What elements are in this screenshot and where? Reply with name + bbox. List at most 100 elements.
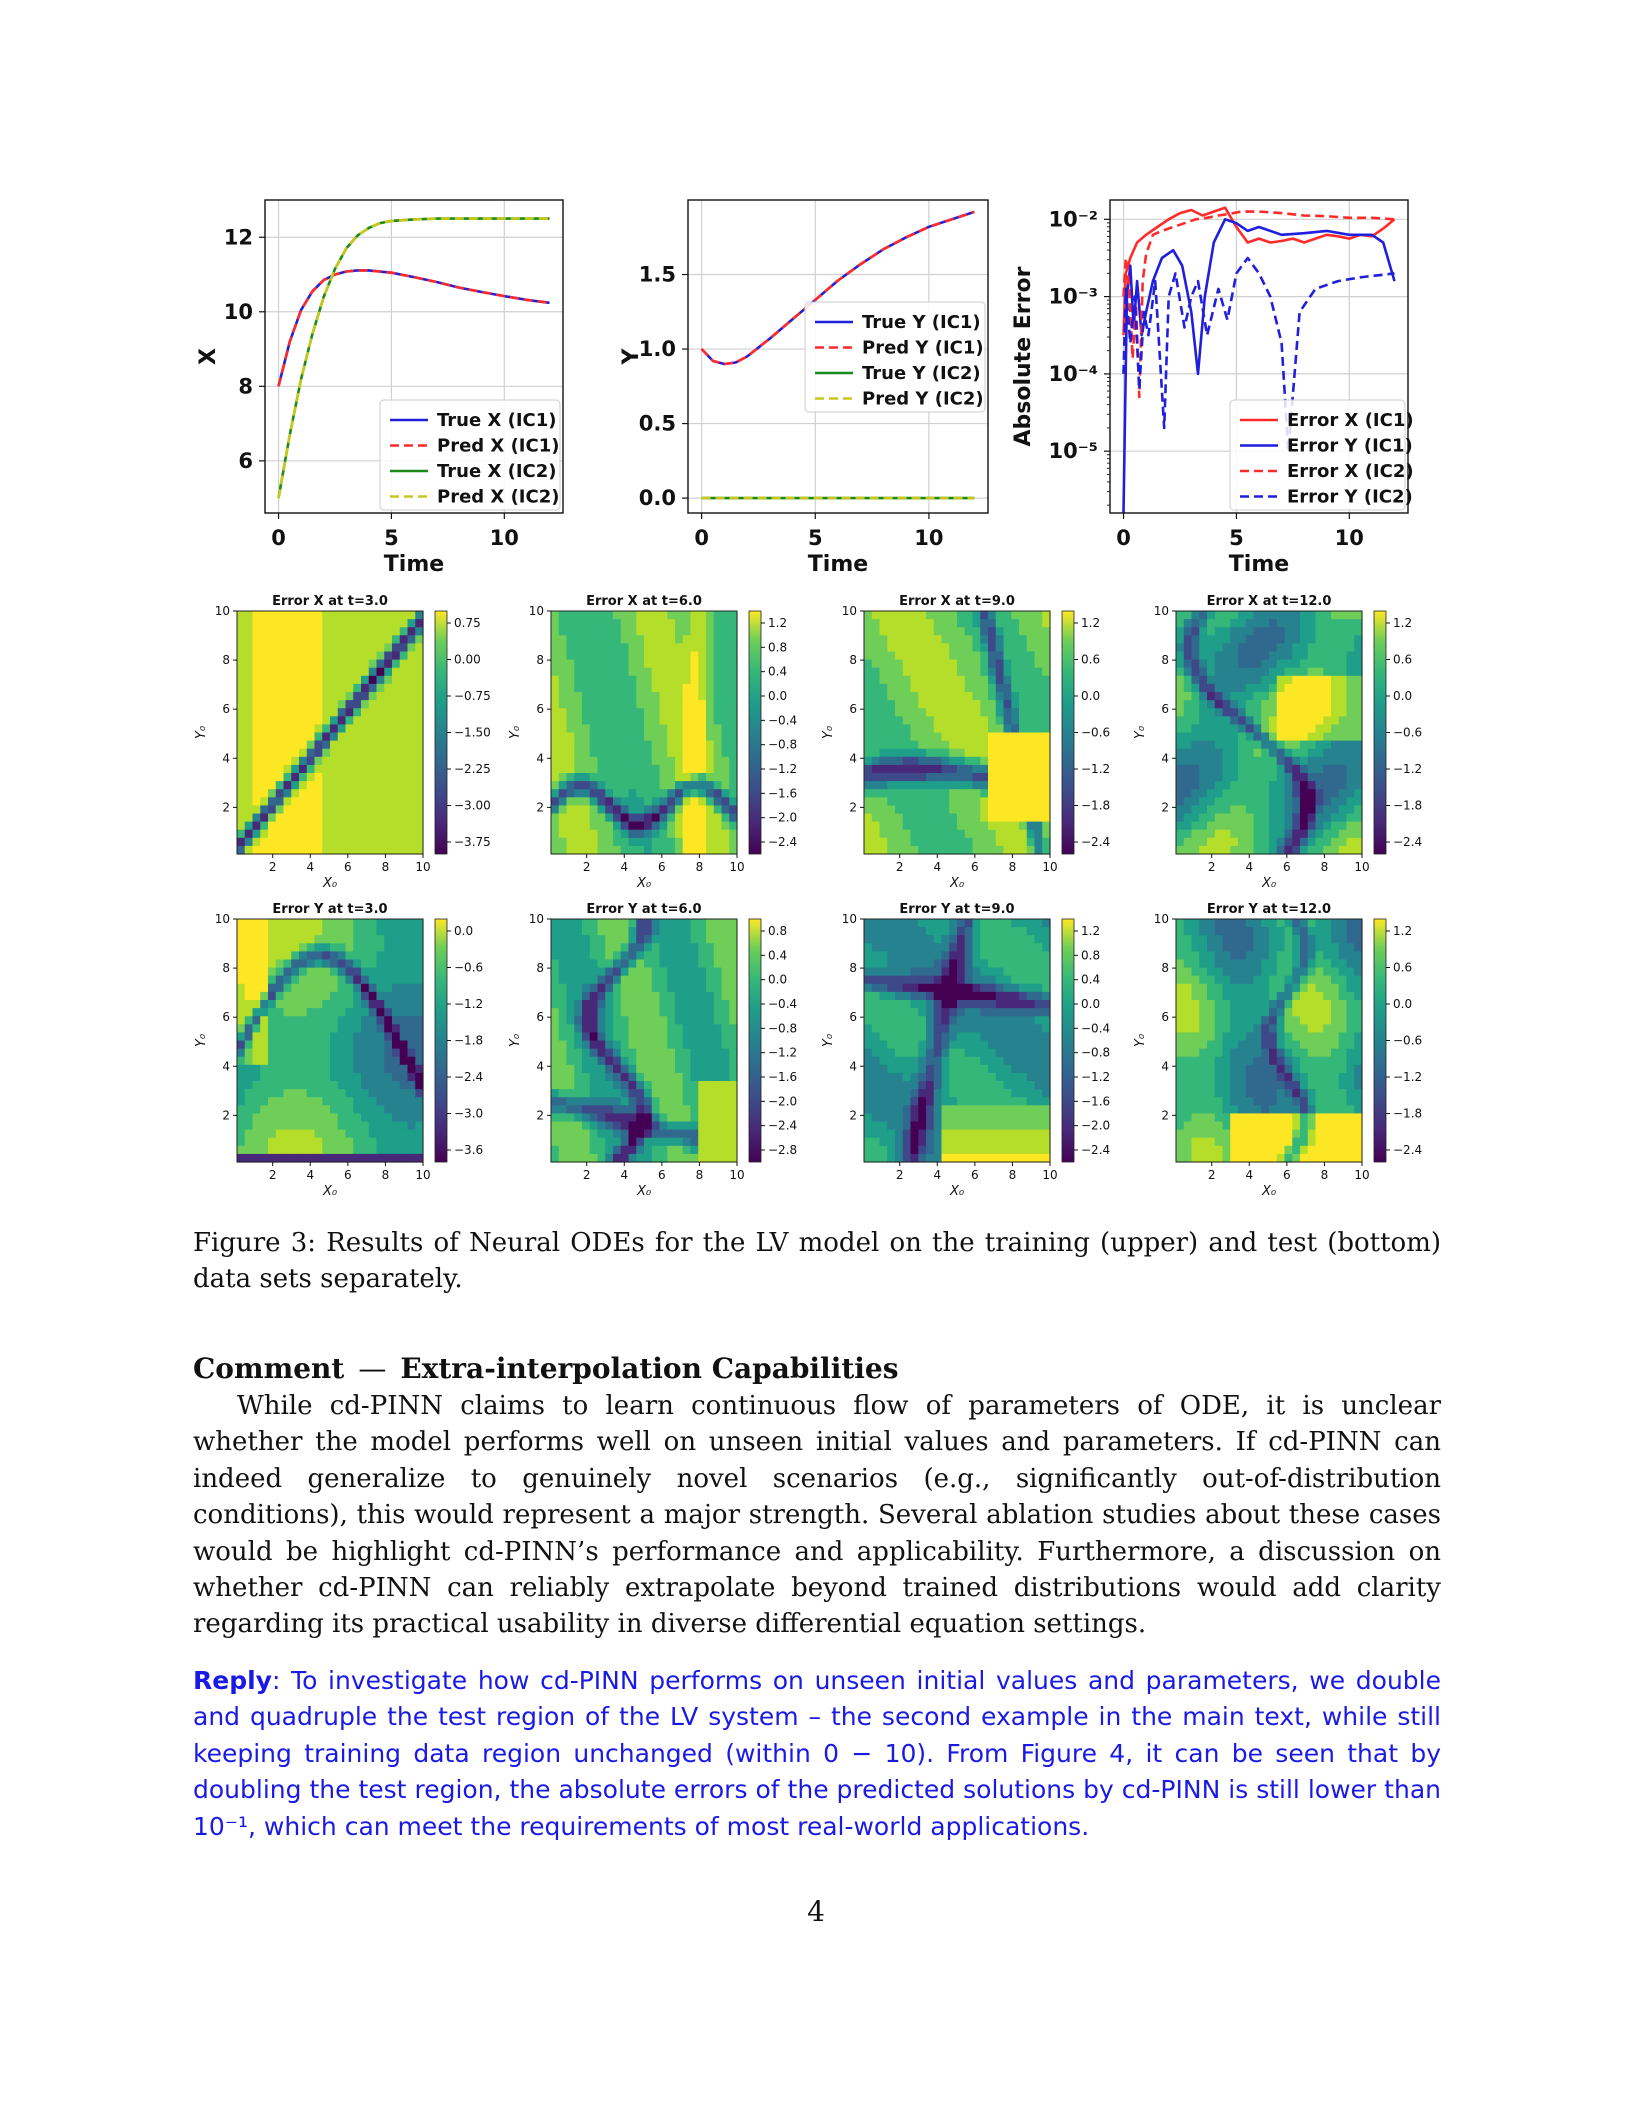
heatmap-cell [376, 764, 385, 774]
heatmap-cell [322, 619, 331, 628]
heatmap-cell [275, 1145, 285, 1155]
heatmap-cell [1269, 675, 1278, 685]
heatmap-cell [713, 1081, 723, 1090]
heatmap-cell [879, 837, 888, 847]
heatmap-y-tick: 6 [222, 1010, 230, 1024]
heatmap-cell [291, 927, 300, 936]
heatmap-cell [1284, 724, 1293, 734]
heatmap-cell [895, 692, 904, 701]
heatmap-cell [582, 991, 591, 1001]
heatmap-cell [1003, 781, 1012, 790]
heatmap-cell [957, 708, 966, 717]
heatmap-cell [713, 959, 723, 969]
heatmap-cell [690, 975, 699, 985]
heatmap-cell [376, 1024, 385, 1033]
heatmap-cell [926, 700, 935, 709]
heatmap-cell [1207, 675, 1216, 685]
heatmap-cell [690, 1081, 699, 1090]
heatmap-cell [713, 1024, 723, 1033]
heatmap-cell [244, 1024, 254, 1033]
heatmap-cell [1183, 845, 1193, 855]
heatmap-cell [628, 619, 637, 628]
heatmap-grid: Error X at t=3.02 4 6 8 10246810X₀Y₀0.750.00… [194, 594, 1422, 1199]
heatmap-cell [613, 756, 622, 766]
heatmap-cell [620, 1024, 630, 1033]
heatmap-cell [299, 1024, 308, 1033]
heatmap-cell [644, 951, 653, 961]
heatmap-cell [1207, 643, 1216, 653]
heatmap-cell [322, 1032, 331, 1042]
heatmap-cell [895, 1145, 904, 1155]
heatmap-cell [613, 1089, 622, 1098]
colorbar-tick-label: −1.2 [1393, 762, 1422, 776]
heatmap-cell [1230, 667, 1239, 677]
heatmap-cell [291, 724, 300, 734]
heatmap-cell [574, 967, 583, 977]
heatmap-cell [879, 1040, 888, 1050]
heatmap-cell [314, 643, 323, 653]
heatmap-cell [887, 1089, 896, 1098]
heatmap-cell [988, 740, 997, 750]
heatmap-cell [1199, 675, 1208, 685]
heatmap-cell [628, 716, 637, 725]
heatmap-cell [597, 667, 606, 677]
heatmap-cell [268, 837, 277, 847]
heatmap-cell [713, 667, 723, 677]
heatmap-cell [620, 991, 630, 1001]
heatmap-cell [415, 756, 424, 766]
heatmap-cell [1011, 781, 1020, 790]
heatmap-cell [864, 1097, 873, 1106]
heatmap-cell [1331, 837, 1340, 847]
heatmap-cell [1191, 764, 1200, 774]
heatmap-cell [980, 627, 989, 636]
heatmap-cell [659, 732, 668, 742]
heatmap-cell [682, 1145, 692, 1155]
heatmap-cell [574, 716, 583, 725]
heatmap-cell [988, 651, 997, 661]
heatmap-cell [636, 1000, 645, 1009]
heatmap-cell [574, 991, 583, 1001]
heatmap-cell [1323, 627, 1332, 636]
heatmap-cell [933, 789, 943, 798]
heatmap-cell [1276, 845, 1286, 855]
heatmap-x-label: X₀ [636, 876, 652, 891]
heatmap-cell [613, 1145, 622, 1155]
heatmap-cell [260, 635, 269, 644]
heatmap-cell [682, 692, 692, 701]
heatmap-cell [376, 829, 385, 839]
heatmap-cell [644, 635, 653, 644]
heatmap-cell [361, 1105, 370, 1114]
heatmap-cell [1199, 619, 1208, 628]
heatmap-cell [1284, 773, 1293, 782]
heatmap-cell [713, 983, 723, 993]
heatmap-cell [1214, 627, 1224, 636]
heatmap-cell [376, 643, 385, 653]
heatmap-cell [980, 764, 989, 774]
heatmap-cell [871, 651, 881, 661]
heatmap-cell [879, 1121, 888, 1131]
heatmap-cell [268, 919, 277, 928]
heatmap-cell [291, 821, 300, 831]
heatmap-cell [392, 675, 401, 685]
heatmap-cell [268, 1113, 277, 1123]
heatmap-cell [706, 1145, 715, 1155]
heatmap-cell [415, 1105, 424, 1114]
heatmap-cell [337, 927, 347, 936]
heatmap-cell [551, 1105, 560, 1114]
heatmap-cell [291, 837, 300, 847]
heatmap-cell [864, 659, 873, 669]
heatmap-cell [392, 1105, 401, 1114]
heatmap-cell [260, 627, 269, 636]
heatmap-cell [306, 1008, 316, 1017]
heatmap-cell [636, 756, 645, 766]
heatmap-cell [933, 643, 943, 653]
heatmap-cell [972, 635, 981, 644]
heatmap-cell [330, 611, 339, 620]
heatmap-cell [314, 797, 323, 806]
heatmap-cell [605, 1137, 614, 1147]
heatmap-cell [345, 708, 354, 717]
heatmap-cell [871, 659, 881, 669]
heatmap-cell [1026, 651, 1036, 661]
heatmap-cell [574, 1064, 583, 1074]
heatmap-cell [895, 1064, 904, 1074]
